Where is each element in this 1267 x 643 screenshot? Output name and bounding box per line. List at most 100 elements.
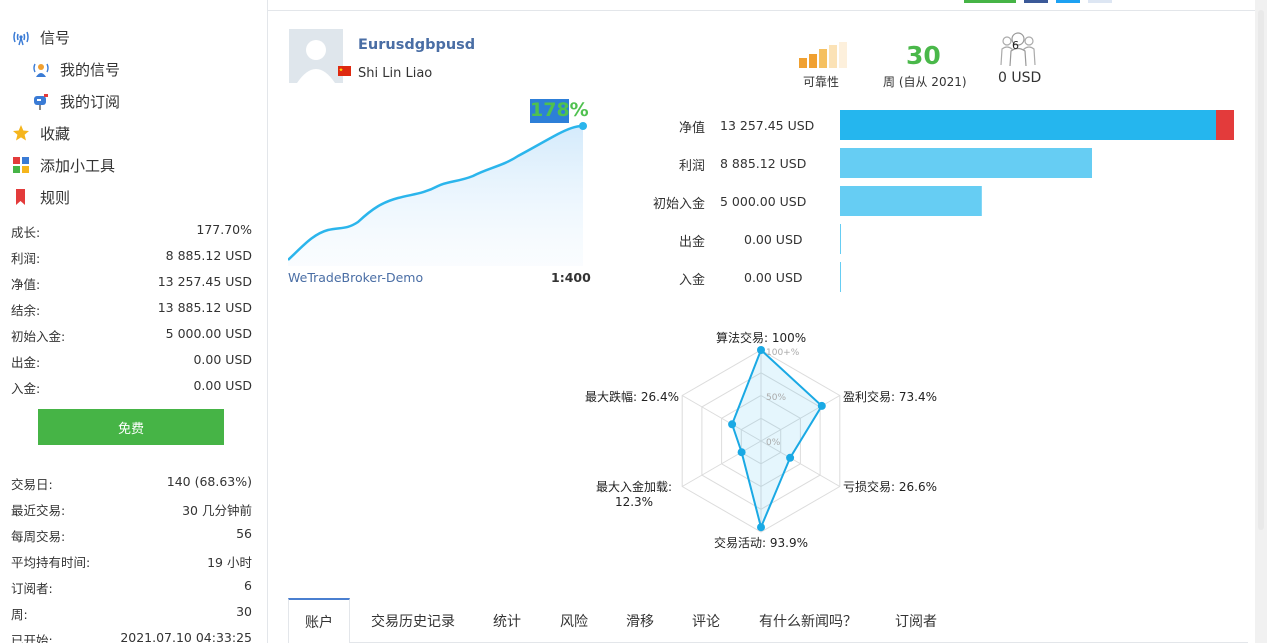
top-divider (268, 10, 1258, 11)
radar-point (757, 523, 765, 532)
stat-profit: 利润: 8 885.12 USD (11, 248, 252, 266)
radar-grid-spoke (760, 395, 841, 442)
tab-slippage[interactable]: 滑移 (626, 613, 654, 630)
stat-initial-deposit: 初始入金: 5 000.00 USD (11, 326, 252, 344)
equity-bar-value: 13 257.45 USD (720, 118, 815, 133)
radar-point (817, 401, 826, 410)
antenna-icon (12, 28, 30, 46)
leverage-value: 1:400 (551, 270, 591, 285)
radar-label-max-drawdown: 最大跌幅: 26.4% (585, 390, 679, 404)
tab-news[interactable]: 有什么新闻吗？ (759, 613, 857, 630)
avatar[interactable] (289, 29, 343, 83)
radar-label-max-deposit-load: 最大入金加载: 12.3% (596, 480, 673, 509)
profit-bar (840, 148, 1092, 178)
weeks-label: 周 (自从 2021) (883, 75, 967, 89)
balance-bars-chart (840, 110, 1234, 292)
growth-badge: 178% (530, 99, 589, 123)
radar-point (737, 448, 746, 457)
radar-chart: 100+% 50% 0% (681, 346, 841, 533)
tab-risks[interactable]: 风险 (560, 613, 588, 630)
reliability-bars-icon (799, 42, 847, 68)
radar-point (728, 420, 737, 429)
sidebar-item-rules[interactable]: 规则 (12, 186, 70, 208)
stat-avg-holding-time: 平均持有时间: 19 小时 (11, 555, 252, 570)
top-green-button[interactable] (964, 0, 1016, 3)
radar-ring-label-100: 100+% (766, 348, 800, 358)
sidebar-item-label: 我的订阅 (60, 92, 121, 111)
facebook-share-button[interactable] (1024, 0, 1048, 3)
equity-bar (840, 110, 1216, 140)
sidebar-item-label: 信号 (40, 28, 71, 47)
sidebar-item-label: 收藏 (40, 124, 71, 143)
radar-label-loss-trades: 亏损交易: 26.6% (843, 480, 937, 494)
stat-latest-trade: 最近交易: 30 几分钟前 (11, 503, 252, 518)
weeks-value: 30 (906, 41, 941, 70)
equity-drawdown-bar (1216, 110, 1234, 140)
scrollbar-thumb[interactable] (1258, 10, 1264, 530)
stat-balance: 结余: 13 885.12 USD (11, 300, 252, 318)
signal-name-link[interactable]: Eurusdgbpusd (358, 37, 476, 53)
deposits-bar-value: 0.00 USD (744, 270, 803, 285)
tab-trade-history[interactable]: 交易历史记录 (371, 613, 455, 630)
share-button[interactable] (1088, 0, 1112, 3)
tab-subscribers[interactable]: 订阅者 (895, 613, 937, 630)
star-icon (12, 124, 30, 142)
user-silhouette-icon (297, 40, 335, 83)
stat-started: 已开始: 2021.07.10 04:33:25 (11, 630, 252, 643)
radar-points (728, 346, 826, 532)
initial-deposit-bar (840, 186, 982, 216)
radar-label-profit-trades: 盈利交易: 73.4% (843, 390, 937, 404)
tab-bar: 账户 交易历史记录 统计 风险 滑移 评论 有什么新闻吗？ 订阅者 (288, 598, 1248, 643)
stat-subscribers: 订阅者: 6 (11, 578, 252, 596)
subscription-price: 0 USD (998, 70, 1042, 86)
tab-account[interactable]: 账户 (288, 598, 350, 643)
sidebar-item-my-subscriptions[interactable]: 我的订阅 (32, 90, 120, 112)
sidebar-item-my-signals[interactable]: 我的信号 (32, 58, 120, 80)
growth-area (288, 126, 583, 266)
scrollbar[interactable] (1255, 0, 1267, 643)
growth-highlight (530, 99, 569, 123)
reliability-label: 可靠性 (803, 75, 840, 89)
sidebar-item-favorites[interactable]: 收藏 (12, 122, 70, 144)
radar-ring-label-0: 0% (766, 438, 781, 448)
stat-growth: 成长: 177.70% (11, 222, 252, 240)
twitter-share-button[interactable] (1056, 0, 1080, 3)
subscribers-count: 6 (1012, 39, 1019, 52)
tab-reviews[interactable]: 评论 (692, 613, 720, 630)
radar-grid-spoke (681, 440, 762, 487)
radar-grid-spoke (760, 440, 841, 487)
profit-bar-value: 8 885.12 USD (720, 156, 807, 171)
profit-bar-label: 利润 (678, 159, 705, 174)
stat-withdrawals: 出金: 0.00 USD (11, 352, 252, 370)
sidebar-item-add-widgets[interactable]: 添加小工具 (12, 154, 115, 176)
mailbox-icon (32, 92, 50, 110)
deposits-bar-label: 入金 (678, 273, 705, 288)
radar-label-algo: 算法交易: 100% (716, 331, 807, 345)
stat-weeks: 周: 30 (11, 604, 252, 622)
withdrawals-bar-label: 出金 (678, 235, 705, 250)
subscribe-free-button[interactable]: 免费 (38, 409, 224, 445)
radar-point (786, 453, 795, 462)
equity-bar-label: 净值 (678, 121, 705, 136)
withdrawals-bar (840, 224, 841, 254)
initial-deposit-bar-value: 5 000.00 USD (720, 194, 807, 209)
growth-chart (288, 122, 587, 266)
bookmark-icon (12, 188, 30, 206)
author-name[interactable]: Shi Lin Liao (358, 66, 433, 81)
radar-ring-label-50: 50% (766, 393, 786, 403)
broker-link[interactable]: WeTradeBroker-Demo (288, 270, 424, 285)
tab-statistics[interactable]: 统计 (493, 613, 521, 630)
deposits-bar (840, 262, 841, 292)
radar-label-activity: 交易活动: 93.9% (714, 536, 808, 550)
subscribers-icon (1000, 32, 1036, 67)
sidebar-item-label: 规则 (40, 188, 71, 207)
radar-grid-spoke (681, 395, 762, 442)
stat-trades-per-week: 每周交易: 56 (11, 526, 252, 544)
growth-endpoint (579, 122, 587, 130)
sidebar: 信号 我的信号 我的订阅 收藏 添加小工具 (0, 0, 268, 643)
withdrawals-bar-value: 0.00 USD (744, 232, 803, 247)
sidebar-item-signals[interactable]: 信号 (12, 26, 70, 48)
broadcast-user-icon (32, 60, 50, 78)
widgets-icon (12, 156, 30, 174)
growth-line (288, 124, 584, 261)
